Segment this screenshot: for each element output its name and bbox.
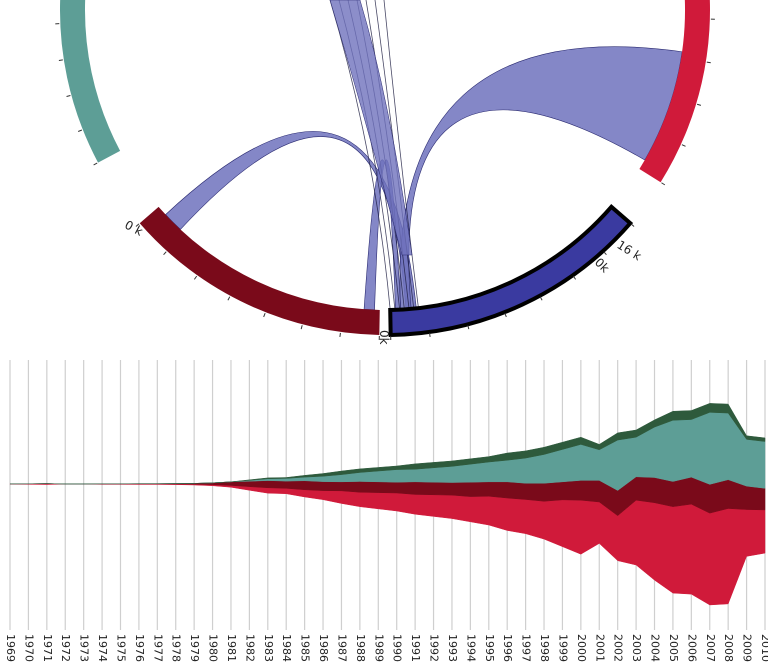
year-label: 1991 [409, 634, 422, 662]
chord-arc-ticks [55, 18, 715, 340]
year-label: 2010 [759, 634, 768, 662]
ribbon-thread [383, 0, 419, 309]
year-label: 2003 [630, 634, 643, 662]
year-label: 1990 [391, 634, 404, 662]
year-label: 1982 [243, 634, 256, 662]
year-label: 1985 [299, 634, 312, 662]
chord-arc-maroon [139, 206, 380, 335]
year-label: 1984 [280, 634, 293, 662]
year-label: 1971 [41, 634, 54, 662]
arc-label-teal: 0 k [122, 218, 145, 239]
chord-arc-navy [388, 203, 634, 337]
year-label: 2008 [722, 634, 735, 662]
year-label: 2009 [741, 634, 754, 662]
year-label: 1988 [354, 634, 367, 662]
arc-tick [66, 94, 71, 98]
year-label: 1987 [335, 634, 348, 662]
arc-tick [339, 332, 341, 337]
arc-tick [135, 223, 140, 227]
chord-arc-crimson [639, 0, 710, 183]
year-label: 1994 [464, 634, 477, 662]
year-label: 1975 [114, 634, 127, 662]
year-label: 2006 [685, 634, 698, 662]
arc-tick [93, 162, 98, 166]
arc-tick [300, 325, 303, 330]
year-label: 2002 [612, 634, 625, 662]
arc-tick [681, 144, 686, 147]
year-label: 1977 [151, 634, 164, 662]
year-label: 2007 [704, 634, 717, 662]
year-label: 1992 [428, 634, 441, 662]
chord-ribbons [165, 0, 683, 311]
ribbon-navy-up [329, 0, 413, 256]
year-label: 2000 [575, 634, 588, 662]
year-label: 1970 [22, 634, 35, 662]
arc-tick [696, 103, 702, 106]
year-label: 1979 [188, 634, 201, 662]
arc-label-crimson: 16 k [614, 238, 644, 264]
year-label: 1980 [207, 634, 220, 662]
year-label: 1996 [501, 634, 514, 662]
year-label: 1976 [133, 634, 146, 662]
arc-tick [630, 223, 635, 227]
year-axis-labels: 1969 1970 1971 1972 1973 1974 1975 1976 1977 1978… [4, 634, 768, 662]
arc-tick [227, 296, 231, 301]
year-label: 1998 [538, 634, 551, 662]
chord-diagram: 0 k 0k 0k 16 k [55, 0, 715, 345]
arc-tick [163, 251, 167, 256]
year-label: 1995 [483, 634, 496, 662]
arc-tick [193, 275, 198, 280]
arc-tick [58, 59, 63, 61]
year-label: 1986 [317, 634, 330, 662]
ribbon-thread [329, 0, 391, 310]
year-label: 1969 [4, 634, 17, 662]
stream-layer-dark_green [9, 403, 766, 485]
year-label: 2001 [593, 634, 606, 662]
arc-tick [572, 275, 577, 280]
chord-arcs [60, 0, 710, 337]
year-label: 1972 [59, 634, 72, 662]
year-label: 2004 [649, 634, 662, 662]
year-label: 1989 [372, 634, 385, 662]
arc-tick [603, 251, 607, 256]
chord-arc-teal [60, 0, 121, 163]
year-label: 1981 [225, 634, 238, 662]
year-label: 1993 [446, 634, 459, 662]
arc-tick [429, 332, 431, 337]
year-label: 1978 [170, 634, 183, 662]
year-label: 2005 [667, 634, 680, 662]
arc-tick [467, 325, 470, 330]
streamgraph: 1969 1970 1971 1972 1973 1974 1975 1976 1977 1978… [4, 360, 768, 662]
arc-tick [539, 296, 543, 301]
year-label: 1973 [78, 634, 91, 662]
year-label: 1974 [96, 634, 109, 662]
arc-tick [661, 182, 666, 186]
stream-layers [9, 403, 766, 606]
arc-tick [77, 129, 83, 132]
arc-tick [706, 61, 711, 64]
arc-label-maroon: 0k [377, 330, 391, 345]
year-label: 1997 [520, 634, 533, 662]
year-label: 1983 [262, 634, 275, 662]
arc-tick [263, 312, 266, 318]
year-label: 1999 [556, 634, 569, 662]
arc-tick [504, 312, 507, 318]
